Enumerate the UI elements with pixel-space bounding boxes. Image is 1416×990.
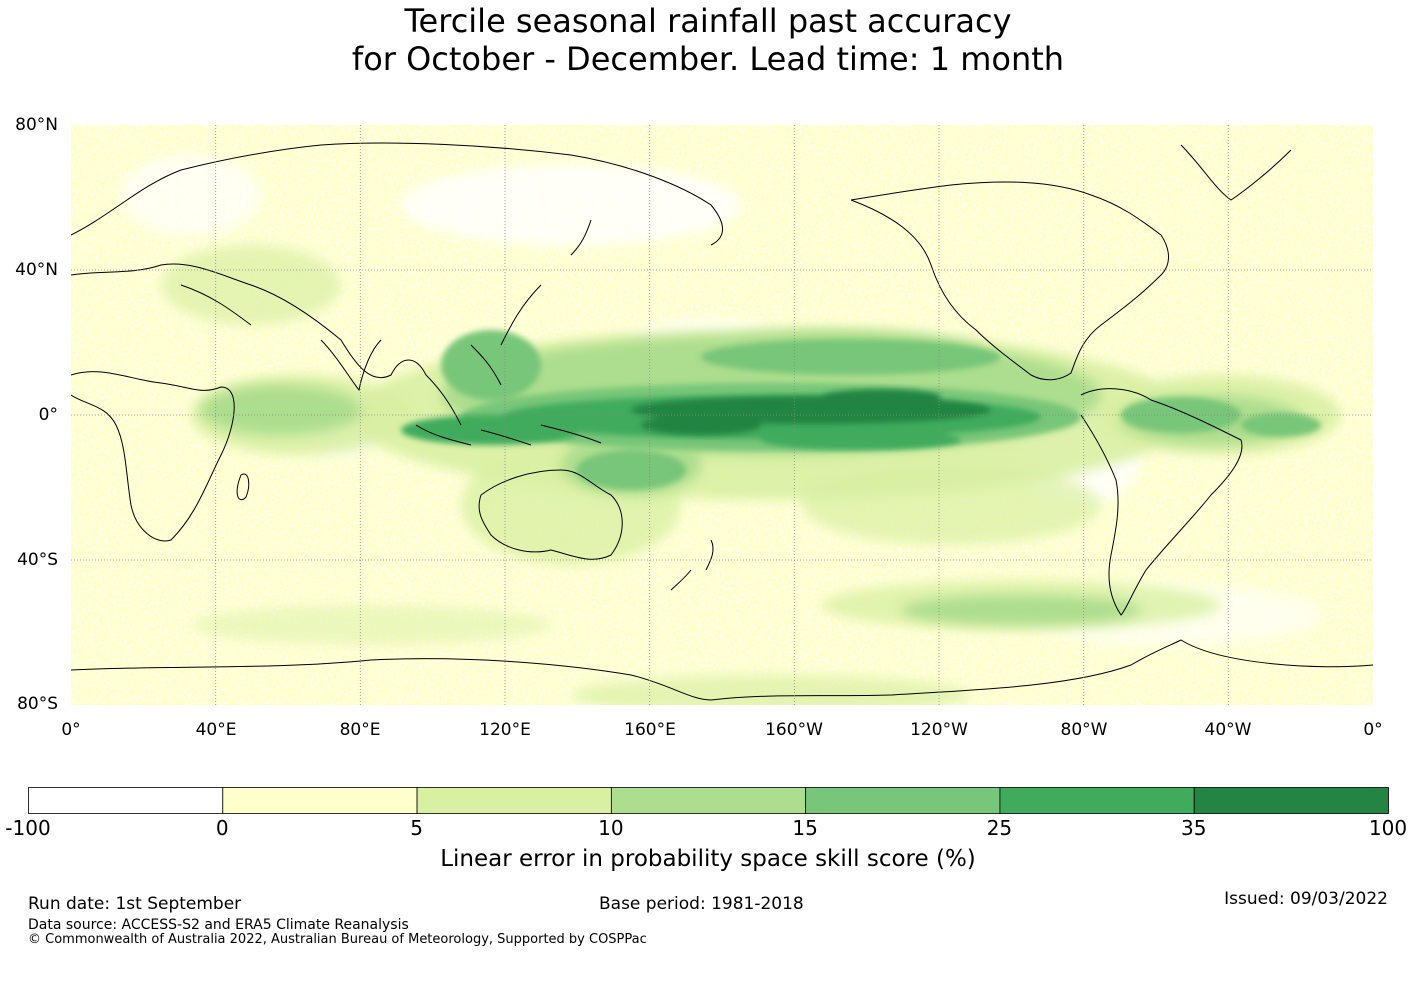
- base-period: Base period: 1981-2018: [599, 894, 804, 914]
- lat-label-80s: 80°S: [17, 694, 58, 714]
- lon-label-120w: 120°W: [910, 720, 968, 740]
- colorbar-tick-label: 25: [986, 816, 1013, 840]
- coastlines: [71, 142, 1373, 701]
- lon-label-0-left: 0°: [61, 720, 81, 740]
- lon-label-120e: 120°E: [479, 720, 531, 740]
- run-date: Run date: 1st September: [28, 894, 242, 914]
- colorbar-tick-label: 5: [410, 816, 423, 840]
- colorbar-segment-1: [222, 787, 418, 814]
- skill-35-100-regions: [631, 389, 991, 435]
- colorbar-tick-label: 35: [1180, 816, 1207, 840]
- colorbar: [28, 787, 1389, 814]
- lat-label-0: 0°: [38, 405, 58, 425]
- colorbar-segment-3: [610, 787, 807, 814]
- colorbar-segment-2: [416, 787, 612, 814]
- colorbar-segment-4: [805, 787, 1001, 814]
- colorbar-title: Linear error in probability space skill …: [440, 846, 976, 872]
- issued-date: Issued: 09/03/2022: [1224, 889, 1388, 909]
- lat-label-80n: 80°N: [15, 115, 58, 135]
- lon-label-160e: 160°E: [624, 720, 676, 740]
- lon-label-0-right: 0°: [1363, 720, 1383, 740]
- map-title-line1: Tercile seasonal rainfall past accuracy: [404, 2, 1012, 40]
- lon-label-40e: 40°E: [195, 720, 237, 740]
- skill-score-map: [71, 125, 1373, 705]
- colorbar-tick-label: 10: [598, 816, 624, 840]
- copyright: © Commonwealth of Australia 2022, Austra…: [28, 932, 647, 947]
- lon-label-80e: 80°E: [339, 720, 381, 740]
- data-source: Data source: ACCESS-S2 and ERA5 Climate …: [28, 917, 409, 933]
- colorbar-tick-label: 100: [1368, 816, 1408, 840]
- map-title-line2: for October - December. Lead time: 1 mon…: [351, 40, 1065, 78]
- lon-label-160w: 160°W: [765, 720, 823, 740]
- colorbar-tick-label: 0: [215, 816, 229, 840]
- colorbar-segment-5: [999, 787, 1195, 814]
- lat-label-40n: 40°N: [15, 260, 58, 280]
- colorbar-segment-6: [1193, 787, 1389, 814]
- lat-label-40s: 40°S: [17, 550, 58, 570]
- graticule: [71, 125, 1373, 705]
- colorbar-tick-label: 15: [792, 816, 818, 840]
- colorbar-tick-label: -100: [5, 816, 51, 840]
- lon-label-40w: 40°W: [1204, 720, 1252, 740]
- colorbar-segment-0: [28, 787, 224, 814]
- lon-label-80w: 80°W: [1060, 720, 1108, 740]
- map-canvas: [71, 125, 1373, 705]
